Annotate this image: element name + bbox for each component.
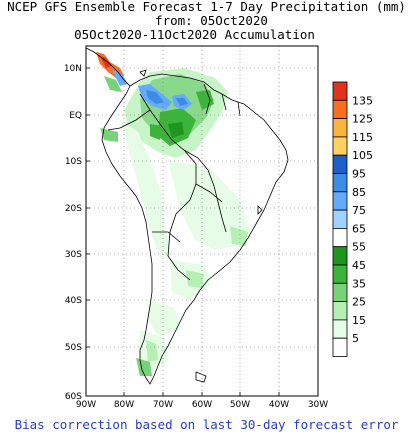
colorbar-label: 105 [352,149,373,162]
lat-label: 10N [64,64,82,74]
colorbar-label: 65 [352,222,366,235]
lon-label: 60W [192,400,212,410]
lon-label: 70W [153,400,173,410]
colorbar: 135 125 115 105 95 85 75 65 55 45 35 25 15 5 [332,81,373,357]
lat-label: 50S [65,343,82,353]
colorbar-swatch [332,173,348,193]
colorbar-label: 35 [352,277,366,290]
lat-label: EQ [69,111,82,121]
colorbar-swatch [332,301,348,321]
longitude-labels: 90W 80W 70W 60W 50W 40W 30W [76,400,328,410]
colorbar-label: 75 [352,204,366,217]
lat-lon-grid [86,46,318,396]
colorbar-label: 25 [352,296,366,309]
colorbar-label: 85 [352,186,366,199]
lon-label: 80W [114,400,134,410]
map-title-line-1: NCEP GFS Ensemble Forecast 1-7 Day Preci… [7,0,406,14]
colorbar-label: 5 [352,332,359,345]
colorbar-swatch [332,209,348,229]
latitude-labels: 10N EQ 10S 20S 30S 40S 50S 60S [64,64,82,402]
colorbar-swatch [332,227,348,248]
colorbar-label: 45 [352,259,366,272]
colorbar-swatch [332,337,348,357]
lat-label: 30S [65,250,82,260]
lon-label: 30W [308,400,328,410]
lon-label: 90W [76,400,96,410]
lat-label: 60S [65,392,82,402]
axis-ticks [86,67,280,396]
colorbar-label: 95 [352,168,366,181]
colorbar-swatch [332,282,348,302]
colorbar-label: 115 [352,131,373,144]
map-title-line-2: from: 05Oct2020 [155,13,268,28]
lat-label: 20S [65,204,82,214]
lat-label: 40S [65,296,82,306]
colorbar-swatch [332,118,348,138]
colorbar-swatch [332,191,348,211]
colorbar-swatch [332,99,348,120]
bias-correction-note: Bias correction based on last 30-day for… [14,417,399,432]
colorbar-label: 15 [352,314,366,327]
colorbar-swatch [332,81,348,101]
lon-label: 50W [230,400,250,410]
colorbar-swatch [332,246,348,266]
precipitation-fields [96,52,250,376]
map-title-line-3: 05Oct2020-11Oct2020 Accumulation [74,27,315,42]
colorbar-label: 55 [352,241,366,254]
colorbar-label: 135 [352,94,373,107]
colorbar-swatch [332,136,348,156]
lat-label: 10S [65,157,82,167]
colorbar-swatch [332,319,348,339]
lon-label: 40W [269,400,289,410]
colorbar-swatch [332,154,348,174]
colorbar-label: 125 [352,113,373,126]
colorbar-swatch [332,264,348,284]
